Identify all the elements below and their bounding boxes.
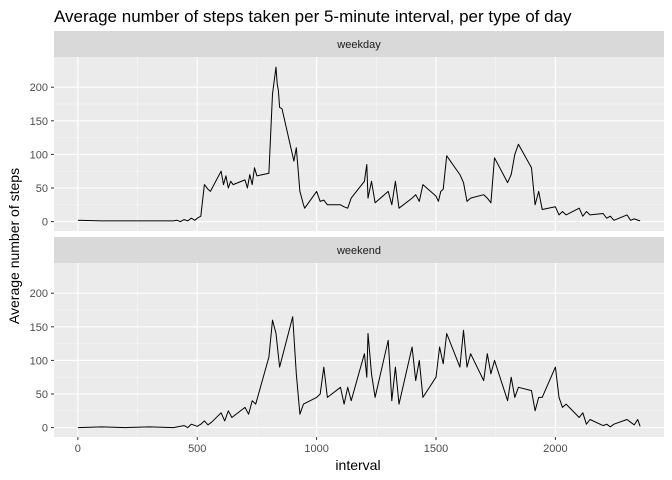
y-tick-label: 50 — [36, 183, 48, 195]
x-tick-label: 500 — [188, 443, 206, 455]
y-tick-label: 100 — [30, 149, 48, 161]
facet-strip — [54, 31, 664, 57]
panel-background — [54, 263, 664, 437]
facet-strip-label: weekday — [336, 39, 381, 51]
x-tick-label: 2000 — [543, 443, 567, 455]
y-tick-label: 50 — [36, 389, 48, 401]
panel-background — [54, 57, 664, 231]
x-tick-label: 0 — [75, 443, 81, 455]
x-tick-label: 1000 — [304, 443, 328, 455]
facet-strip — [54, 237, 664, 263]
x-tick-label: 1500 — [424, 443, 448, 455]
facet-strip-label: weekend — [336, 245, 381, 257]
y-tick-label: 0 — [42, 423, 48, 435]
series-line-weekday — [77, 66, 641, 223]
y-tick-label: 0 — [42, 217, 48, 229]
y-axis-title: Average number of steps — [6, 168, 22, 324]
x-axis-title: interval — [335, 457, 380, 473]
y-tick-label: 150 — [30, 322, 48, 334]
series-line-weekend — [77, 316, 641, 429]
y-tick-label: 150 — [30, 116, 48, 128]
y-tick-label: 100 — [30, 355, 48, 367]
chart-title: Average number of steps taken per 5-minu… — [54, 7, 572, 26]
y-tick-label: 200 — [30, 82, 48, 94]
y-tick-label: 200 — [30, 288, 48, 300]
